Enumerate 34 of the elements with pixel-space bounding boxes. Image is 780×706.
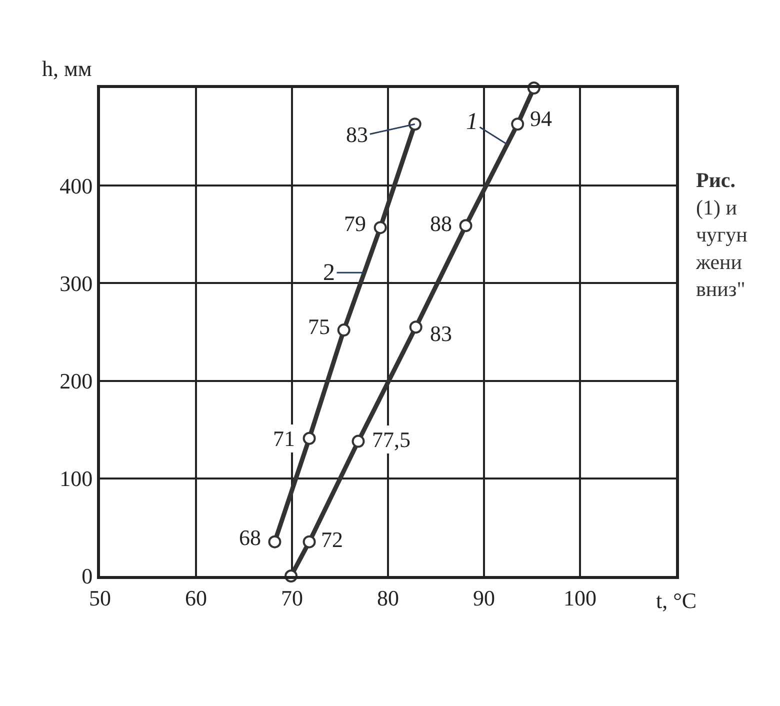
point (352, 434, 365, 448)
series-label: 1 (466, 109, 478, 135)
point (302, 535, 316, 548)
point (337, 324, 350, 337)
x-tick-label: 70 (281, 585, 303, 610)
annotation: 77,5 (372, 427, 410, 452)
point (268, 535, 282, 548)
x-tick-label: 60 (185, 585, 207, 610)
point (374, 221, 387, 234)
annotation: 83 (430, 321, 452, 346)
y-tick-label: 100 (60, 466, 93, 492)
x-axis-title: t, °C (656, 588, 697, 613)
y-tick-label: 400 (60, 173, 93, 198)
annotation: 72 (321, 527, 343, 552)
y-tick-label: 200 (60, 368, 93, 394)
x-tick-label: 80 (377, 585, 399, 610)
point (459, 219, 472, 232)
point (511, 118, 524, 131)
annotation: 88 (430, 211, 452, 236)
annotation: 75 (308, 314, 330, 339)
y-axis-title: h, мм (42, 56, 92, 81)
point (302, 432, 316, 445)
annotation: 83 (346, 122, 368, 147)
annotation: 94 (530, 106, 552, 131)
point (409, 320, 422, 334)
x-tick-label: 100 (564, 585, 596, 610)
annotation: 71 (273, 426, 295, 451)
y-tick-label: 300 (60, 270, 93, 296)
series-label: 2 (323, 260, 335, 286)
text: Рис. (1) и чугун жени вниз" (695, 168, 748, 302)
annotation: 68 (239, 525, 261, 550)
x-tick-label: 90 (473, 585, 495, 610)
point (408, 118, 422, 131)
annotation: 79 (344, 211, 366, 236)
